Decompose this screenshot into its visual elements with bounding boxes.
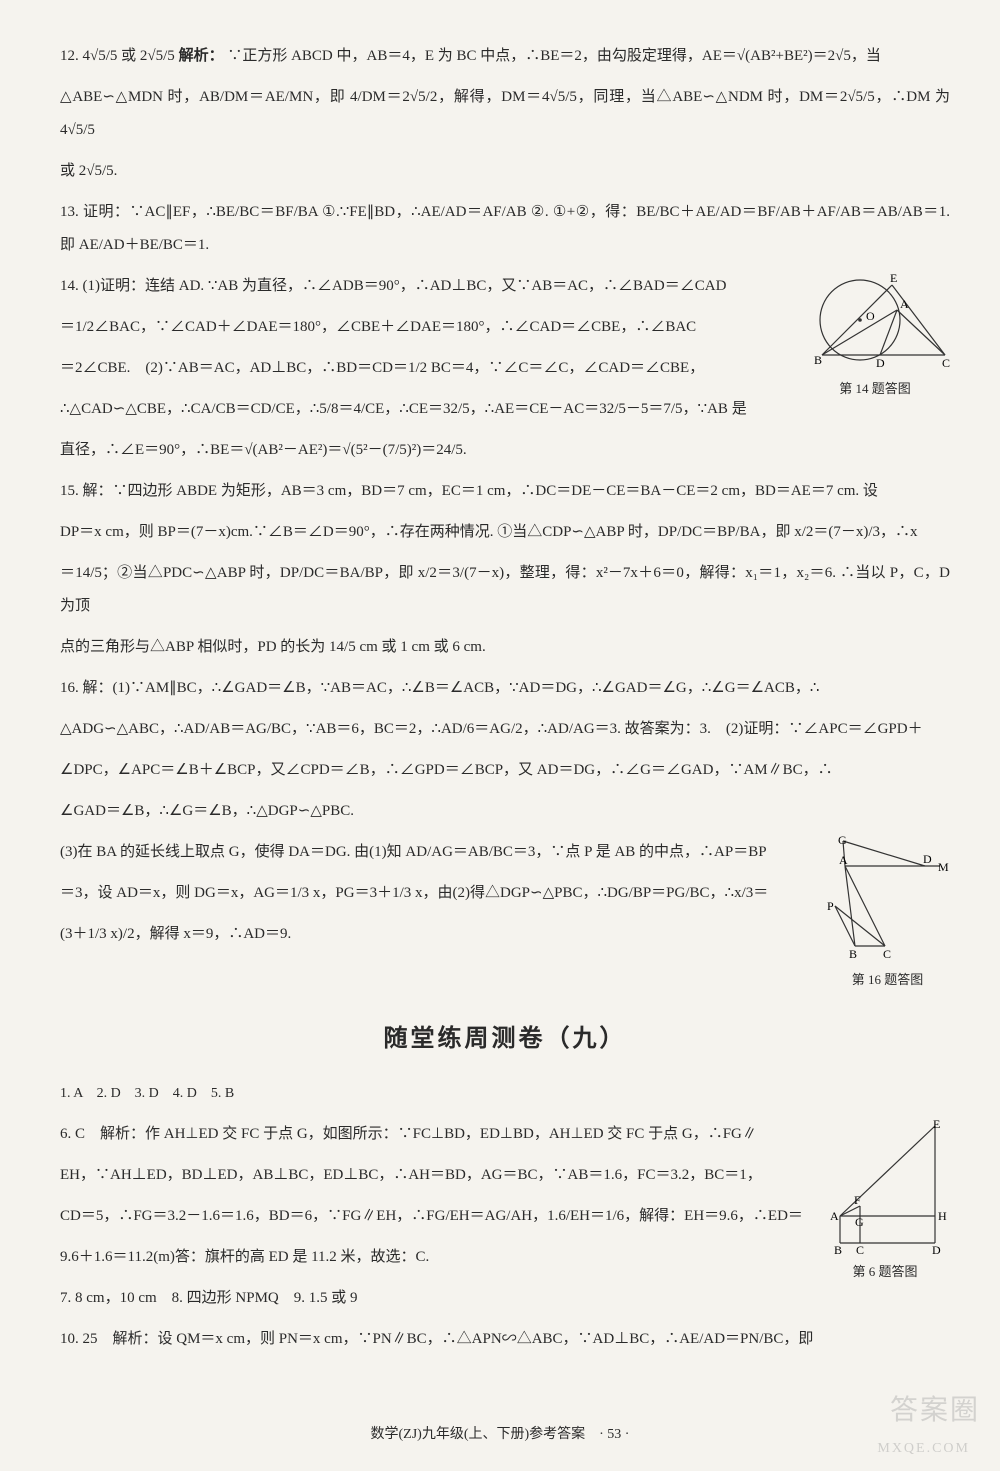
- q15-l2: DP＝x cm，则 BP＝(7－x)cm.∵∠B＝∠D＝90°，∴存在两种情况.…: [60, 516, 950, 549]
- q10-l1: 10. 25 解析：设 QM＝x cm，则 PN＝x cm，∵PN∥BC，∴△A…: [60, 1323, 950, 1356]
- svg-text:B: B: [849, 947, 857, 961]
- diagram-6-caption: 第 6 题答图: [820, 1258, 950, 1287]
- q16-l6: ＝3，设 AD＝x，则 DG＝x，AG＝1/3 x，PG＝3＋1/3 x，由(2…: [60, 877, 950, 910]
- svg-text:G: G: [855, 1215, 864, 1229]
- svg-text:A: A: [900, 297, 909, 311]
- q12-line3: 或 2√5/5.: [60, 155, 950, 188]
- svg-text:A: A: [839, 853, 848, 867]
- q6-l1: 6. C 解析：作 AH⊥ED 交 FC 于点 G，如图所示：∵FC⊥BD，ED…: [60, 1118, 950, 1151]
- diagram-14-caption: 第 14 题答图: [800, 375, 950, 404]
- svg-text:G: G: [838, 836, 847, 847]
- diagram-16: G A D M P B C 第 16 题答图: [825, 836, 950, 995]
- diagram-16-caption: 第 16 题答图: [825, 966, 950, 995]
- q6-l3: CD＝5，∴FG＝3.2－1.6＝1.6，BD＝6，∵FG∥EH，∴FG/EH＝…: [60, 1200, 950, 1233]
- svg-text:B: B: [814, 353, 822, 367]
- question-13: 13. 证明：∵AC∥EF，∴BE/BC＝BF/BA ①.∵FE∥BD，∴AE/…: [60, 196, 950, 262]
- q16-l4: ∠GAD＝∠B，∴∠G＝∠B，∴△DGP∽△PBC.: [60, 795, 950, 828]
- page-footer: 数学(ZJ)九年级(上、下册)参考答案 · 53 ·: [0, 1420, 1000, 1451]
- diagram-14: O E A B D C 第 14 题答图: [800, 270, 950, 404]
- q6-l4: 9.6＋1.6＝11.2(m)答：旗杆的高 ED 是 11.2 米，故选：C.: [60, 1241, 950, 1274]
- q16-l7: (3＋1/3 x)/2，解得 x＝9，∴AD＝9.: [60, 918, 950, 951]
- q16-l2: △ADG∽△ABC，∴AD/AB＝AG/BC，∵AB＝6，BC＝2，∴AD/6＝…: [60, 713, 950, 746]
- svg-text:H: H: [938, 1209, 947, 1223]
- watermark-url: MXQE.COM: [877, 1434, 970, 1465]
- svg-text:M: M: [938, 860, 949, 874]
- svg-text:D: D: [932, 1243, 941, 1257]
- svg-text:O: O: [866, 309, 875, 323]
- svg-text:C: C: [856, 1243, 864, 1257]
- analysis-label: 解析：: [179, 48, 224, 64]
- q6-l2: EH，∵AH⊥ED，BD⊥ED，AB⊥BC，ED⊥BC，∴AH＝BD，AG＝BC…: [60, 1159, 950, 1192]
- svg-text:D: D: [923, 852, 932, 866]
- q15-l1: 15. 解：∵四边形 ABDE 为矩形，AB＝3 cm，BD＝7 cm，EC＝1…: [60, 475, 950, 508]
- question-12: 12. 4√5/5 或 2√5/5 解析： ∵正方形 ABCD 中，AB＝4，E…: [60, 40, 950, 73]
- q12-answer: 12. 4√5/5 或 2√5/5: [60, 48, 175, 64]
- q15-l3: ＝14/5；②当△PDC∽△ABP 时，DP/DC＝BA/BP，即 x/2＝3/…: [60, 557, 950, 623]
- svg-text:E: E: [890, 271, 897, 285]
- q12-line2: △ABE∽△MDN 时，AB/DM＝AE/MN，即 4/DM＝2√5/2，解得，…: [60, 81, 950, 147]
- svg-text:A: A: [830, 1209, 839, 1223]
- svg-text:C: C: [883, 947, 891, 961]
- svg-text:F: F: [854, 1193, 861, 1207]
- answers-7-9: 7. 8 cm，10 cm 8. 四边形 NPMQ 9. 1.5 或 9: [60, 1282, 950, 1315]
- q15-l4: 点的三角形与△ABP 相似时，PD 的长为 14/5 cm 或 1 cm 或 6…: [60, 631, 950, 664]
- q14-p3: 直径，∴∠E＝90°，∴BE＝√(AB²－AE²)＝√(5²－(7/5)²)＝2…: [60, 434, 950, 467]
- svg-text:P: P: [827, 899, 834, 913]
- svg-text:B: B: [834, 1243, 842, 1257]
- q16-l5: (3)在 BA 的延长线上取点 G，使得 DA＝DG. 由(1)知 AD/AG＝…: [60, 836, 950, 869]
- q12-text1: ∵正方形 ABCD 中，AB＝4，E 为 BC 中点，∴BE＝2，由勾股定理得，…: [227, 48, 881, 64]
- svg-text:C: C: [942, 356, 950, 370]
- answers-1-5: 1. A 2. D 3. D 4. D 5. B: [60, 1079, 950, 1110]
- q16-l1: 16. 解：(1)∵AM∥BC，∴∠GAD＝∠B，∵AB＝AC，∴∠B＝∠ACB…: [60, 672, 950, 705]
- svg-text:E: E: [933, 1118, 940, 1131]
- q16-l3: ∠DPC，∠APC＝∠B＋∠BCP，又∠CPD＝∠B，∴∠GPD＝∠BCP，又 …: [60, 754, 950, 787]
- svg-text:D: D: [876, 356, 885, 370]
- watermark-logo: 答案圈: [890, 1379, 980, 1441]
- diagram-6: E F A G H B C D 第 6 题答图: [820, 1118, 950, 1287]
- section-title-9: 随堂练周测卷（九）: [60, 1013, 950, 1066]
